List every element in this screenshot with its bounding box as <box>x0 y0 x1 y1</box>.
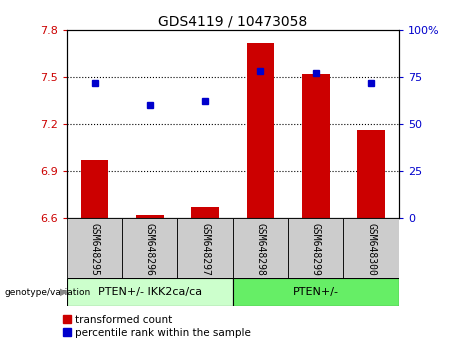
Bar <box>302 74 330 218</box>
Bar <box>136 215 164 218</box>
Text: GSM648300: GSM648300 <box>366 223 376 275</box>
Bar <box>191 207 219 218</box>
Text: ▶: ▶ <box>60 287 67 297</box>
Bar <box>177 218 233 278</box>
Text: GSM648299: GSM648299 <box>311 223 321 275</box>
Text: PTEN+/-: PTEN+/- <box>293 287 339 297</box>
Text: GSM648297: GSM648297 <box>200 223 210 275</box>
Text: GSM648295: GSM648295 <box>89 223 100 275</box>
Text: genotype/variation: genotype/variation <box>5 287 91 297</box>
Bar <box>233 278 399 306</box>
Bar <box>81 160 108 218</box>
Title: GDS4119 / 10473058: GDS4119 / 10473058 <box>158 15 307 29</box>
Bar <box>288 218 343 278</box>
Bar <box>67 218 122 278</box>
Bar <box>233 218 288 278</box>
Bar <box>67 278 233 306</box>
Bar <box>122 218 177 278</box>
Text: GSM648298: GSM648298 <box>255 223 266 275</box>
Text: GSM648296: GSM648296 <box>145 223 155 275</box>
Text: PTEN+/- IKK2ca/ca: PTEN+/- IKK2ca/ca <box>98 287 202 297</box>
Bar <box>343 218 399 278</box>
Legend: transformed count, percentile rank within the sample: transformed count, percentile rank withi… <box>63 315 251 338</box>
Bar <box>247 42 274 218</box>
Bar <box>357 130 385 218</box>
